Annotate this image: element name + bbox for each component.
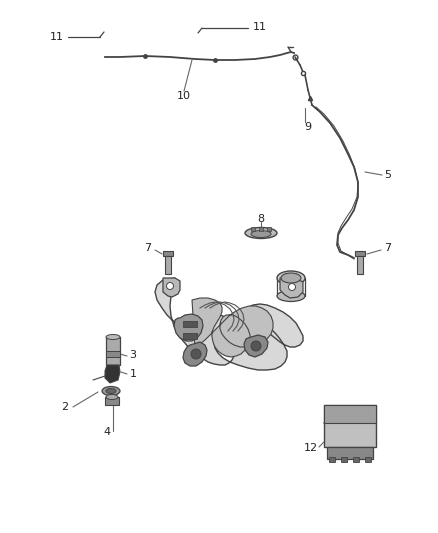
Polygon shape	[192, 298, 273, 357]
Ellipse shape	[106, 389, 116, 393]
Text: 10: 10	[177, 91, 191, 101]
Ellipse shape	[106, 394, 118, 400]
Polygon shape	[105, 365, 120, 383]
Circle shape	[191, 349, 201, 359]
Polygon shape	[163, 278, 180, 297]
Polygon shape	[183, 342, 207, 366]
Bar	[259, 227, 263, 231]
Bar	[353, 457, 359, 462]
Ellipse shape	[251, 230, 271, 238]
Ellipse shape	[102, 386, 120, 395]
Text: 3: 3	[130, 350, 137, 360]
Bar	[105, 397, 119, 405]
Bar	[324, 405, 376, 423]
Circle shape	[166, 282, 173, 289]
Bar	[267, 227, 271, 231]
Bar	[106, 351, 120, 357]
Bar	[163, 251, 173, 256]
Ellipse shape	[281, 273, 301, 283]
Text: 1: 1	[130, 369, 137, 379]
Ellipse shape	[277, 290, 305, 302]
Bar	[324, 405, 376, 447]
Text: 7: 7	[145, 243, 152, 253]
Bar	[183, 333, 197, 339]
Ellipse shape	[277, 271, 305, 285]
Bar	[329, 457, 335, 462]
Ellipse shape	[106, 335, 120, 340]
Text: 5: 5	[385, 170, 392, 180]
Bar	[106, 337, 120, 365]
Bar	[355, 251, 365, 256]
Bar	[251, 227, 255, 231]
Text: 8: 8	[258, 214, 265, 224]
Polygon shape	[155, 278, 303, 370]
Bar	[341, 457, 347, 462]
Bar	[327, 447, 373, 459]
Circle shape	[251, 341, 261, 351]
Text: 4: 4	[103, 427, 110, 437]
Text: 6: 6	[184, 325, 191, 335]
Bar	[365, 457, 371, 462]
Polygon shape	[174, 314, 203, 341]
Text: 11: 11	[50, 32, 64, 42]
Circle shape	[289, 284, 296, 290]
Polygon shape	[280, 278, 303, 298]
Bar	[357, 256, 363, 274]
Ellipse shape	[245, 228, 277, 238]
Text: 12: 12	[304, 443, 318, 453]
Bar	[183, 321, 197, 327]
Text: 11: 11	[253, 22, 267, 32]
Text: 9: 9	[304, 122, 311, 132]
Polygon shape	[244, 335, 268, 357]
Bar	[165, 256, 171, 274]
Text: 2: 2	[61, 402, 69, 412]
Text: 7: 7	[385, 243, 392, 253]
